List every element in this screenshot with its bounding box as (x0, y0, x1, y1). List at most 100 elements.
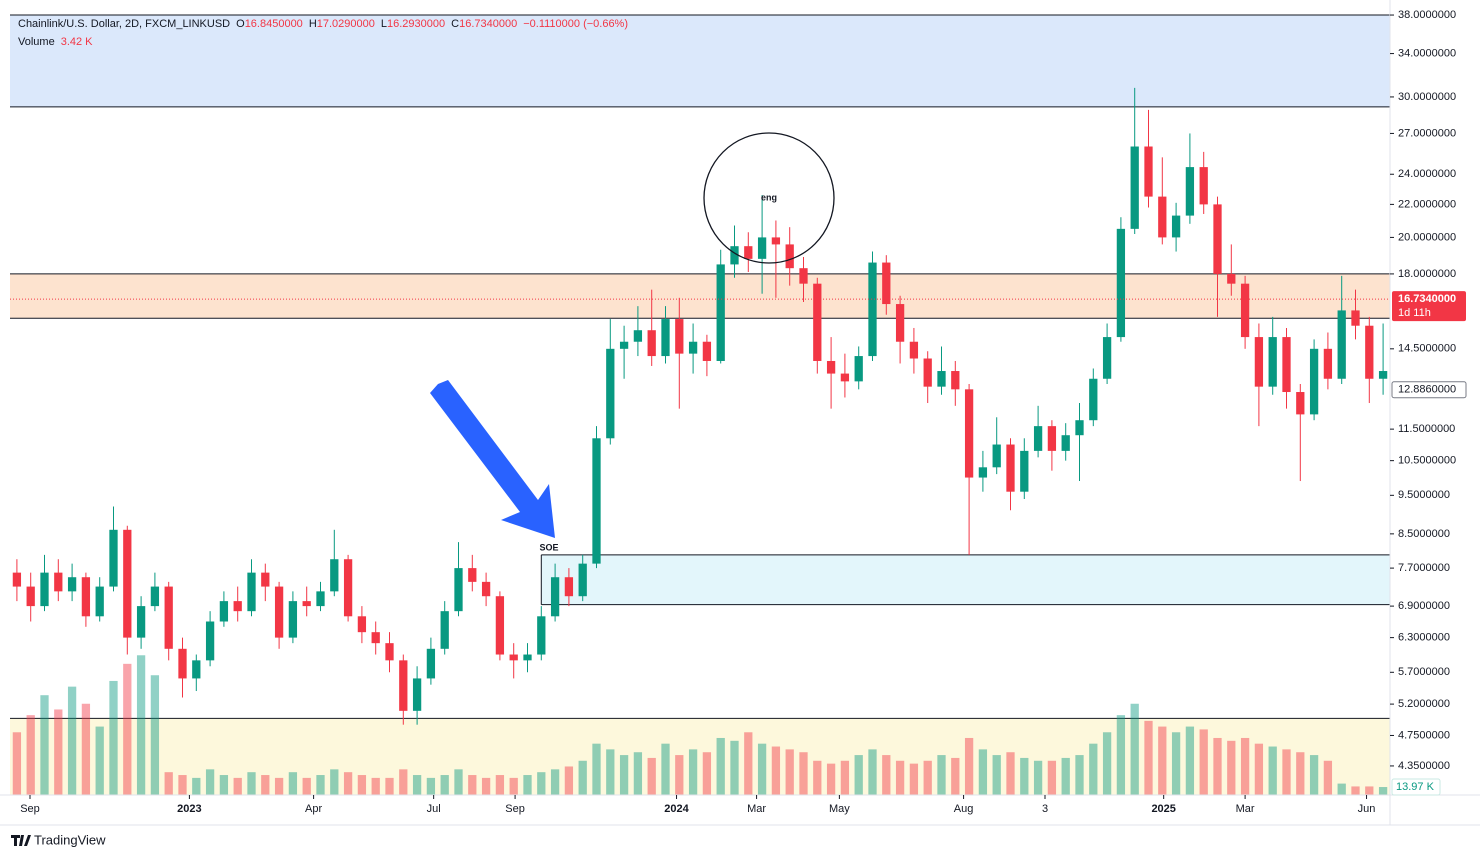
volume-bar (882, 755, 891, 795)
candle-body (523, 654, 532, 661)
ohlc-value: 17.0290000 (317, 18, 375, 30)
annotation-arrow (430, 380, 555, 538)
y-tick-label: 6.3000000 (1398, 632, 1450, 644)
volume-bar (688, 749, 698, 795)
volume-bar (330, 769, 339, 795)
candle-body (1378, 371, 1388, 379)
candle-body (1171, 215, 1181, 238)
candle-body (675, 319, 684, 354)
y-tick-label: 18.0000000 (1398, 268, 1456, 280)
overlay-layer: SOE eng (430, 132, 835, 552)
candle-body (274, 586, 284, 638)
volume-bar (1089, 743, 1098, 795)
volume-bar (633, 752, 643, 795)
ohlc-label: C (451, 18, 459, 30)
volume-bar (564, 766, 574, 795)
candle-body (1047, 426, 1057, 451)
volume-bar (785, 749, 794, 795)
countdown-label: 1d 11h (1398, 307, 1431, 319)
candle-body (937, 371, 946, 387)
candle-body (481, 581, 491, 597)
volume-bar (385, 777, 394, 795)
annotation-circle (703, 132, 835, 264)
volume-bar (1309, 755, 1319, 795)
volume-bar (40, 695, 49, 795)
volume-bar (813, 760, 822, 795)
candle-body (123, 529, 132, 638)
volume-bar (233, 777, 242, 795)
y-tick-label: 11.5000000 (1398, 423, 1455, 435)
volume-value: 3.42 K (61, 36, 93, 48)
volume-bar (647, 757, 656, 795)
volume-bar (1102, 732, 1112, 795)
candle-body (592, 438, 601, 564)
volume-bar (357, 775, 367, 795)
candle-body (1213, 204, 1222, 274)
candle-body (426, 648, 436, 679)
volume-bar (316, 775, 325, 795)
volume-bar (1047, 760, 1057, 795)
candle-body (757, 237, 767, 259)
candle-body (1227, 273, 1236, 284)
x-tick-label: Jul (427, 803, 441, 815)
x-tick-label: Sep (505, 803, 525, 815)
volume-bar (1296, 752, 1305, 795)
volume-bar (274, 777, 284, 795)
volume-last-box (1391, 778, 1441, 796)
candle-body (633, 330, 643, 342)
candle-body (868, 262, 877, 357)
volume-bar (81, 703, 91, 795)
volume-bar (261, 775, 270, 795)
zone (10, 718, 1390, 795)
volume-bar (371, 777, 380, 795)
candle-body (178, 648, 187, 679)
x-tick-label: 2024 (664, 803, 689, 815)
last-price-label: 16.7340000 (1398, 293, 1456, 305)
volume-bar (205, 769, 215, 795)
y-tick-label: 34.0000000 (1398, 47, 1456, 59)
x-tick-label: May (829, 803, 850, 815)
volume-bar (1006, 752, 1015, 795)
y-tick-label: 8.5000000 (1398, 528, 1450, 540)
volume-bar (978, 749, 988, 795)
candle-body (1185, 167, 1195, 216)
y-tick-label: 7.7000000 (1398, 562, 1450, 574)
candle-body (302, 601, 311, 607)
volume-bar (675, 755, 684, 795)
candle-body (1033, 426, 1043, 451)
candle-body (316, 591, 325, 607)
volume-bar (302, 777, 311, 795)
volume-bar (1020, 757, 1029, 795)
volume-bar (136, 655, 146, 795)
candle-body (951, 371, 960, 390)
candle-body (1365, 325, 1374, 379)
volume-bar (426, 777, 436, 795)
volume-bar (343, 772, 353, 795)
candle-body (247, 572, 256, 612)
candle-body (854, 356, 863, 382)
volume-bar (509, 777, 518, 795)
volume-bar (1171, 732, 1181, 795)
volume-bar (992, 755, 1001, 795)
header-change: −0.1110000 (−0.66%) (523, 18, 628, 30)
candle-body (813, 283, 822, 361)
volume-bar (192, 777, 201, 795)
volume-bar (399, 769, 408, 795)
volume-bar (1130, 703, 1139, 795)
volume-bar (95, 726, 104, 795)
candle-body (219, 601, 229, 622)
candle-body (261, 572, 270, 587)
volume-bar (895, 760, 905, 795)
volume-bar (1337, 783, 1346, 795)
candle-body (716, 264, 725, 361)
candle-body (895, 304, 905, 342)
volume-bar (854, 755, 863, 795)
volume-bar (1240, 737, 1250, 795)
x-tick-label: Sep (20, 803, 40, 815)
y-tick-label: 24.0000000 (1398, 168, 1456, 180)
y-tick-label: 9.5000000 (1398, 489, 1450, 501)
candle-body (1296, 392, 1305, 415)
volume-bar (550, 769, 560, 795)
volume-bar (730, 740, 739, 795)
